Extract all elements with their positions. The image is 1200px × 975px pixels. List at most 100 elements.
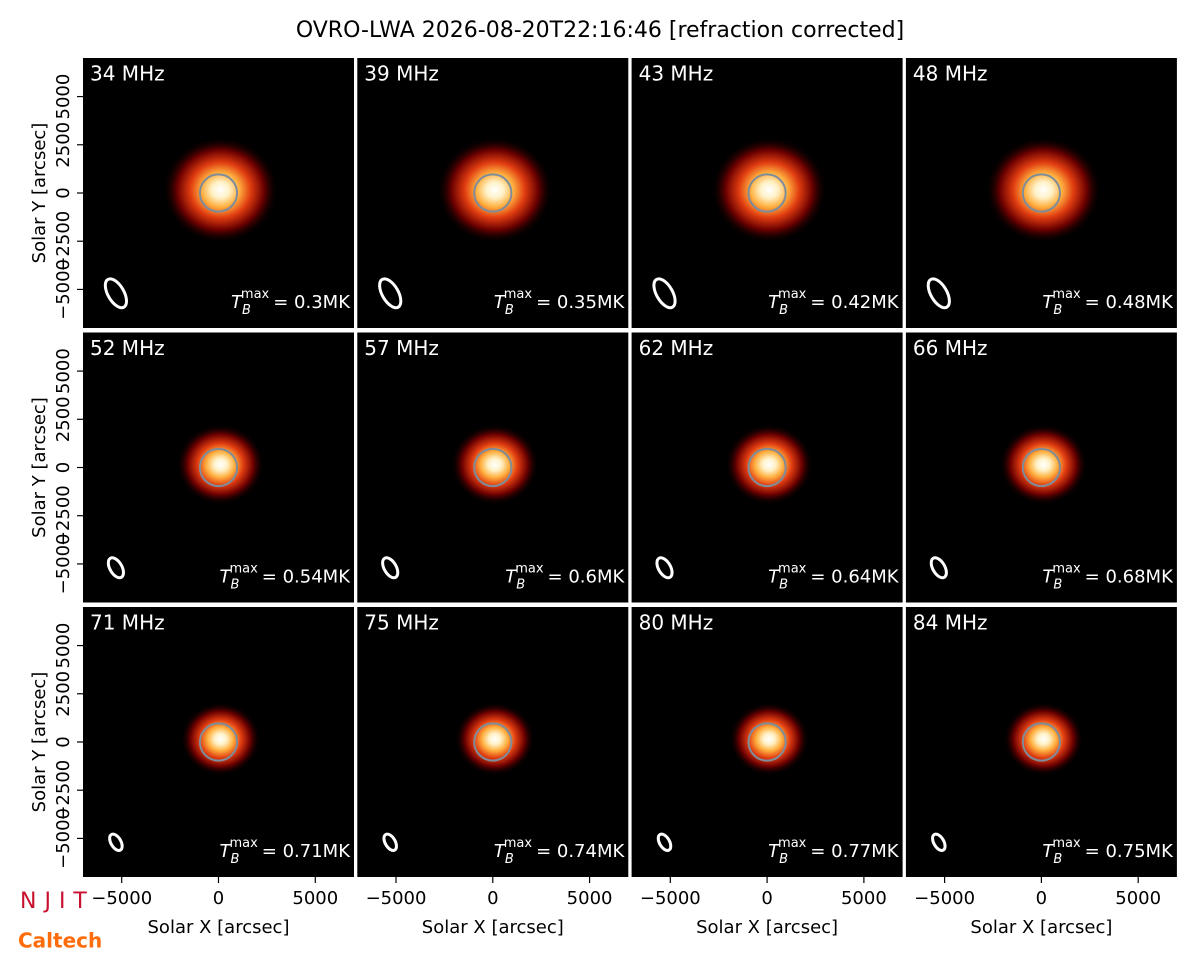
panel-title: 52 MHz — [90, 336, 165, 360]
tb-value: = 0.42MK — [810, 292, 899, 313]
figure-title: OVRO-LWA 2026-08-20T22:16:46 [refraction… — [296, 18, 904, 43]
solar-disk — [1021, 447, 1061, 488]
tb-max-annotation: TBmax = 0.35MK — [494, 287, 626, 318]
tb-value: = 0.75MK — [1085, 841, 1174, 862]
y-tick-label: −2500 — [53, 211, 74, 272]
y-tick-label: 5000 — [53, 623, 74, 669]
solar-disk — [198, 447, 239, 488]
radio-emission — [454, 702, 535, 776]
tb-max-annotation: TBmax = 0.68MK — [1042, 562, 1174, 593]
x-tick-label: 5000 — [292, 888, 338, 909]
tb-superscript: max — [1052, 287, 1081, 302]
tb-max-annotation: TBmax = 0.71MK — [220, 836, 352, 867]
tb-value: = 0.64MK — [810, 567, 899, 588]
solar-disk — [198, 722, 239, 762]
y-tick-label: 2500 — [53, 671, 74, 717]
beam — [381, 556, 400, 580]
y-tick-label: 2500 — [53, 396, 74, 442]
tb-superscript: max — [241, 287, 270, 302]
radio-emission — [999, 424, 1088, 505]
tb-symbol: T — [768, 567, 781, 588]
tb-value: = 0.48MK — [1085, 292, 1174, 313]
tb-value: = 0.71MK — [262, 841, 351, 862]
beam — [378, 277, 403, 310]
tb-superscript: max — [515, 562, 544, 577]
tb-subscript: B — [231, 578, 240, 593]
tb-value: = 0.77MK — [810, 841, 899, 862]
solar-disk — [747, 722, 787, 762]
tb-symbol: T — [768, 292, 781, 313]
tb-max-annotation: TBmax = 0.48MK — [1042, 287, 1174, 318]
tb-max-annotation: TBmax = 0.77MK — [768, 836, 900, 867]
tb-max-annotation: TBmax = 0.54MK — [220, 562, 352, 593]
panel-title: 80 MHz — [639, 611, 714, 635]
y-tick-label: 5000 — [53, 74, 74, 120]
y-tick-label: 0 — [53, 462, 74, 473]
beam — [382, 832, 398, 852]
tb-symbol: T — [231, 292, 244, 313]
tb-subscript: B — [779, 303, 788, 318]
x-axis-label: Solar X [arcsec] — [970, 917, 1112, 938]
tb-subscript: B — [1053, 578, 1062, 593]
tb-subscript: B — [505, 852, 514, 867]
logo-caltech: Caltech — [18, 929, 102, 953]
tb-superscript: max — [1052, 562, 1081, 577]
y-axis-label: Solar Y [arcsec] — [29, 123, 50, 264]
panel-title: 62 MHz — [639, 336, 714, 360]
x-tick-label: 0 — [487, 888, 498, 909]
solar-disk — [198, 173, 239, 213]
panel-title: 84 MHz — [913, 611, 988, 635]
tb-superscript: max — [1052, 836, 1081, 851]
panel-title: 39 MHz — [364, 62, 439, 86]
panel-title: 57 MHz — [364, 336, 439, 360]
panel-title: 34 MHz — [90, 62, 165, 86]
tb-symbol: T — [220, 841, 233, 862]
tb-value: = 0.35MK — [536, 292, 625, 313]
tb-symbol: T — [1042, 841, 1055, 862]
tb-symbol: T — [220, 567, 233, 588]
beam — [108, 832, 124, 852]
tb-symbol: T — [1042, 292, 1055, 313]
beam — [931, 832, 947, 852]
tb-subscript: B — [516, 578, 525, 593]
radio-emission — [180, 702, 261, 776]
radio-emission — [985, 136, 1102, 244]
y-tick-label: −5000 — [53, 259, 74, 320]
beam — [656, 832, 673, 852]
tb-superscript: max — [778, 836, 807, 851]
panel-title: 71 MHz — [90, 611, 165, 635]
y-tick-label: −5000 — [53, 533, 74, 594]
beam — [929, 556, 948, 580]
tb-superscript: max — [504, 836, 533, 851]
x-tick-label: 5000 — [1115, 888, 1161, 909]
x-tick-label: 5000 — [841, 888, 887, 909]
panel-title: 43 MHz — [639, 62, 714, 86]
logo-njit: NJIT — [20, 889, 95, 914]
panel-title: 48 MHz — [913, 62, 988, 86]
tb-max-annotation: TBmax = 0.75MK — [1042, 836, 1174, 867]
solar-disk — [747, 447, 787, 488]
y-tick-label: 0 — [53, 187, 74, 198]
tb-symbol: T — [768, 841, 781, 862]
y-tick-label: −5000 — [53, 808, 74, 869]
tb-subscript: B — [1053, 852, 1062, 867]
tb-symbol: T — [494, 292, 507, 313]
tb-symbol: T — [1042, 567, 1055, 588]
tb-max-annotation: TBmax = 0.74MK — [494, 836, 626, 867]
beam — [926, 277, 951, 310]
y-tick-label: 2500 — [53, 122, 74, 168]
tb-subscript: B — [505, 303, 514, 318]
tb-superscript: max — [229, 836, 258, 851]
tb-value: = 0.68MK — [1085, 567, 1174, 588]
panel-title: 75 MHz — [364, 611, 439, 635]
y-tick-label: 5000 — [53, 348, 74, 394]
radio-emission — [176, 424, 265, 505]
y-tick-label: 0 — [53, 736, 74, 747]
tb-subscript: B — [1053, 303, 1062, 318]
y-tick-label: −2500 — [53, 485, 74, 546]
tb-subscript: B — [242, 303, 251, 318]
beam — [103, 277, 128, 310]
beam — [652, 277, 677, 310]
